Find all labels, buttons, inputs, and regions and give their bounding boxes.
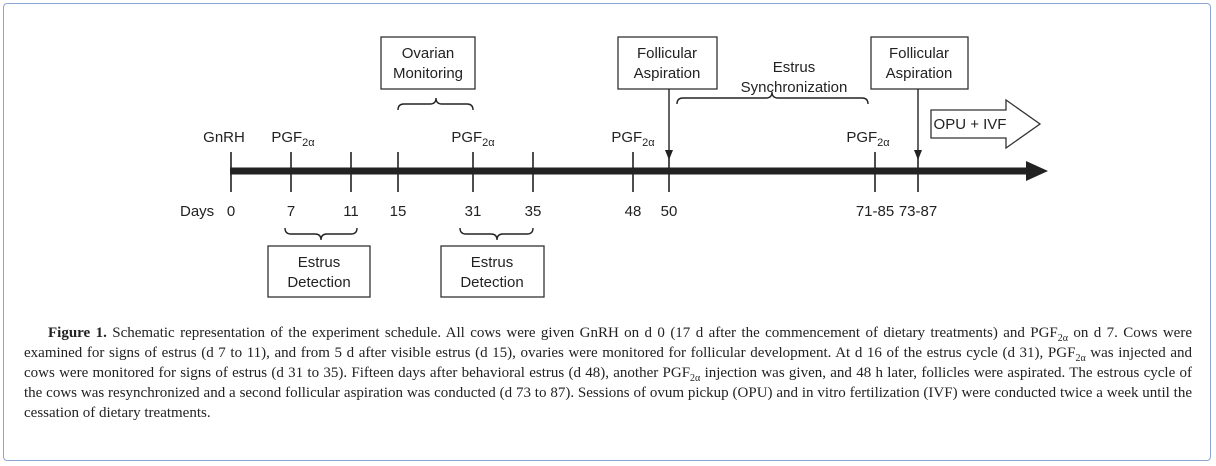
event-subscript: 2α <box>642 137 655 149</box>
day-label: 35 <box>525 203 542 220</box>
box-label: Follicular <box>889 45 949 62</box>
day-label: 71-85 <box>856 203 894 220</box>
box-label: Aspiration <box>886 65 953 82</box>
day-label: 50 <box>661 203 678 220</box>
caption-text: on d 7. Cows were examined for signs of … <box>24 325 1192 361</box>
day-label: 11 <box>343 203 359 220</box>
box-label: Monitoring <box>393 65 463 82</box>
arrowhead <box>914 150 922 160</box>
box <box>380 36 476 90</box>
annotation: Synchronization <box>741 79 848 96</box>
event-subscript: 2α <box>877 137 890 149</box>
event-text: PGF <box>271 129 302 146</box>
box-label: Aspiration <box>634 65 701 82</box>
box-label: Follicular <box>637 45 697 62</box>
timeline-diagram: Days 0 7 11 15 31 35 48 50 71-85 73-87 GnRH PGF2α P… <box>180 36 1048 298</box>
event-label: PGF2α <box>846 129 890 149</box>
day-label: 15 <box>390 203 407 220</box>
box-label: OPU + IVF <box>934 116 1007 133</box>
caption-subscript: 2α <box>1075 353 1086 364</box>
caption-text: injection was given, and 48 h later, fol… <box>24 365 1192 421</box>
box <box>267 245 371 298</box>
box-label: Estrus <box>471 254 514 271</box>
event-text: PGF <box>611 129 642 146</box>
event-text: PGF <box>846 129 877 146</box>
box-label: Estrus <box>298 254 341 271</box>
event-label: PGF2α <box>451 129 495 149</box>
box-label: Detection <box>287 274 350 291</box>
day-label: 48 <box>625 203 642 220</box>
arrowhead <box>665 150 673 160</box>
box <box>870 36 969 90</box>
box <box>440 245 545 298</box>
timeline-arrowhead <box>1026 161 1048 181</box>
box-label: Ovarian <box>402 45 455 62</box>
box <box>617 36 718 90</box>
caption-subscript: 2α <box>1057 333 1069 344</box>
event-label: PGF2α <box>271 129 315 149</box>
event-text: GnRH <box>203 129 245 146</box>
event-subscript: 2α <box>482 137 495 149</box>
event-text: PGF <box>451 129 482 146</box>
annotation: Estrus <box>773 59 816 76</box>
day-label: 31 <box>465 203 482 220</box>
block-arrow <box>930 98 1042 150</box>
day-label: 73-87 <box>899 203 937 220</box>
day-label: 0 <box>227 203 235 220</box>
brace <box>459 227 534 241</box>
event-subscript: 2α <box>302 137 315 149</box>
axis-label: Days <box>180 203 214 220</box>
caption-text: was injected and cows were monitored for… <box>24 345 1192 381</box>
caption-subscript: 2α <box>690 373 701 384</box>
brace <box>397 97 474 111</box>
figure-caption: Figure 1. Schematic representation of th… <box>24 323 1192 423</box>
event-label: GnRH <box>203 129 245 146</box>
caption-label: Figure 1. <box>48 325 107 341</box>
figure-frame <box>3 3 1211 461</box>
box-label: Detection <box>460 274 523 291</box>
day-label: 7 <box>287 203 295 220</box>
brace <box>676 91 869 105</box>
event-label: PGF2α <box>611 129 655 149</box>
caption-text: Schematic representation of the experime… <box>106 325 1058 341</box>
brace <box>284 227 358 241</box>
